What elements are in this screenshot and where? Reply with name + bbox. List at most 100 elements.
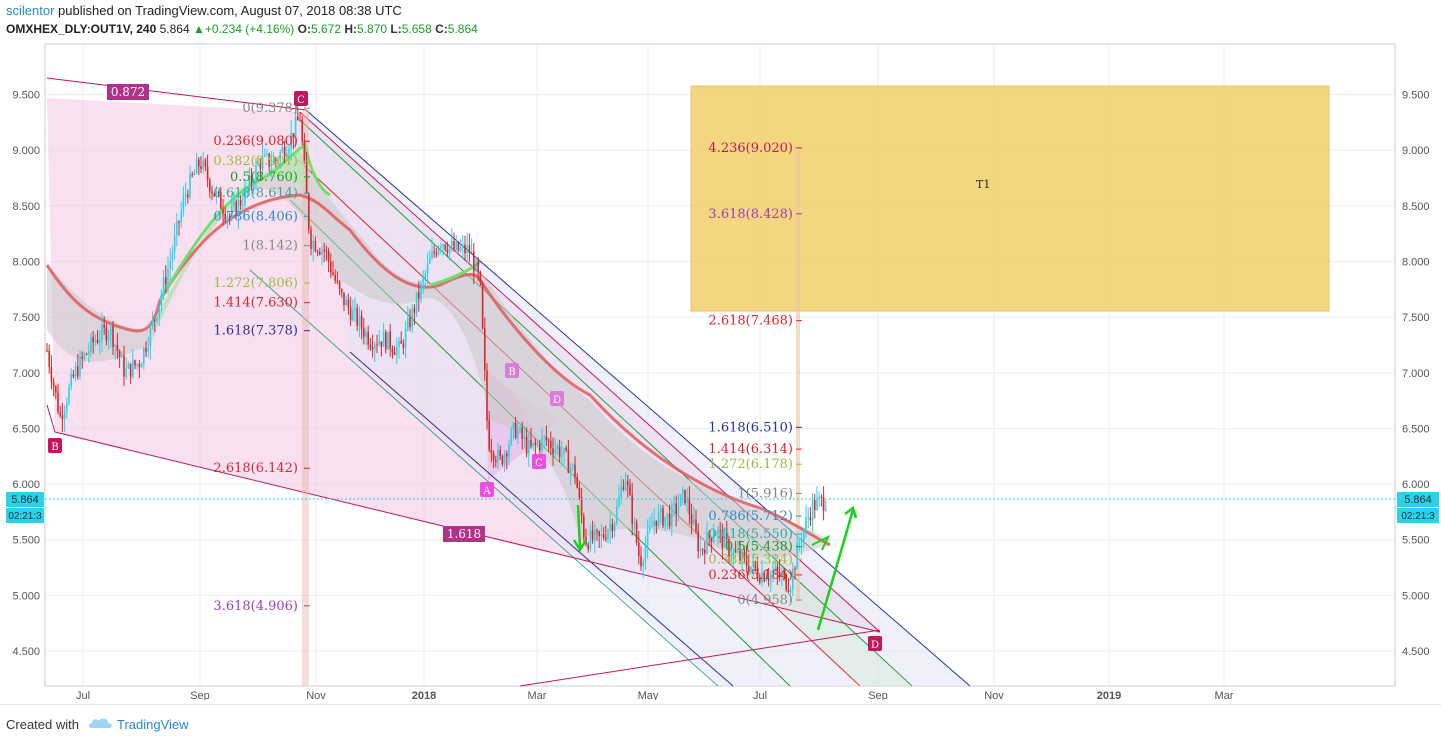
ma-green-line-2 bbox=[429, 260, 481, 287]
candle-body bbox=[48, 350, 50, 367]
x-tick-label: Nov bbox=[306, 690, 326, 700]
candle-body bbox=[55, 386, 57, 393]
vertical-highlight-right bbox=[796, 150, 800, 600]
candle-body bbox=[387, 331, 389, 350]
candle-body bbox=[305, 161, 308, 194]
candle-body bbox=[231, 206, 233, 217]
candle-body bbox=[389, 331, 391, 349]
up-arrow-icon: ▲ bbox=[193, 22, 205, 36]
candle-body bbox=[63, 411, 66, 420]
candle-body bbox=[127, 363, 130, 369]
candle-body bbox=[475, 260, 477, 272]
candle-body bbox=[393, 352, 396, 355]
candle-body bbox=[723, 533, 726, 548]
candle-body bbox=[341, 289, 343, 293]
candle-body bbox=[409, 317, 411, 328]
candle-body bbox=[334, 274, 336, 281]
candle-body bbox=[743, 551, 746, 557]
published-text: published on TradingView.com, August 07,… bbox=[58, 3, 402, 18]
candle-body bbox=[653, 520, 655, 527]
y-axis[interactable]: 4.500 4.500 5.000 5.000 5.500 5.500 6.000 6.000… bbox=[12, 90, 1429, 659]
point-b-box bbox=[48, 438, 62, 453]
candle-body bbox=[314, 240, 317, 252]
candle-body bbox=[184, 194, 187, 197]
candle-body bbox=[327, 251, 330, 262]
chart-header: scilentor published on TradingView.com, … bbox=[0, 0, 1441, 40]
candle-body bbox=[728, 538, 730, 557]
candle-body bbox=[338, 281, 341, 290]
candle-body bbox=[484, 328, 486, 371]
candle-body bbox=[215, 191, 218, 197]
candle-body bbox=[356, 307, 358, 326]
tradingview-link[interactable]: TradingView bbox=[117, 717, 189, 732]
candle-body bbox=[464, 244, 466, 254]
y-tick-label-left: 9.500 bbox=[12, 90, 40, 102]
candle-body bbox=[59, 412, 61, 416]
candle-body bbox=[495, 459, 497, 462]
candle-body bbox=[68, 387, 70, 404]
candle-body bbox=[633, 522, 636, 524]
candle-body bbox=[242, 204, 244, 206]
candle-body bbox=[211, 191, 213, 193]
fib-level-label: 0.5(5.438) bbox=[725, 540, 793, 555]
candle-body bbox=[138, 363, 141, 368]
point-c-small: C bbox=[535, 458, 543, 469]
fib-level-label: 1.618(6.510) bbox=[708, 420, 793, 435]
fib-level-label: 0.618(8.614) bbox=[213, 186, 298, 201]
chart-area[interactable]: T1 0(9.378) 0.236(9.080) 0.382(8.901) 0.5(8… bbox=[0, 40, 1441, 702]
candle-body bbox=[684, 489, 686, 504]
y-tick-label-right: 5.000 bbox=[1402, 590, 1430, 602]
candle-body bbox=[319, 251, 321, 255]
candle-body bbox=[820, 496, 823, 498]
candle-body bbox=[198, 159, 200, 167]
y-tick-label-left: 4.500 bbox=[12, 646, 40, 658]
point-d: D bbox=[871, 640, 879, 651]
up-arrow-shaft bbox=[816, 509, 855, 631]
candle-body bbox=[770, 572, 772, 580]
x-axis[interactable]: Jul Sep Nov 2018 Mar May Jul Sep Nov 2019 Mar bbox=[76, 690, 1234, 702]
candle-body bbox=[561, 453, 563, 457]
point-d-small-box bbox=[550, 391, 564, 406]
candle-body bbox=[682, 489, 684, 495]
fib-level-label: 2.618(7.468) bbox=[708, 314, 793, 329]
candle-body bbox=[554, 449, 556, 454]
fib-level-label: 1.272(6.178) bbox=[708, 457, 793, 472]
cloud-fill bbox=[47, 150, 830, 558]
candle-body bbox=[708, 532, 710, 538]
candle-body bbox=[396, 346, 398, 355]
ohlc-line: OMXHEX_DLY:OUT1V, 240 5.864 ▲+0.234 (+4.… bbox=[6, 22, 478, 36]
candle-body bbox=[418, 292, 420, 299]
author-link[interactable]: scilentor bbox=[6, 3, 55, 18]
x-tick-label: Sep bbox=[190, 690, 210, 700]
candle-body bbox=[378, 341, 380, 345]
candle-body bbox=[697, 531, 699, 552]
y-tick-label-right: 8.500 bbox=[1402, 201, 1430, 213]
candle-body bbox=[468, 245, 471, 253]
candle-body bbox=[257, 163, 259, 166]
candle-body bbox=[202, 160, 204, 169]
candle-body bbox=[499, 450, 501, 457]
candle-body bbox=[442, 244, 444, 247]
pitchfork-upper-line bbox=[305, 109, 971, 687]
candle-body bbox=[321, 249, 323, 255]
candle-body bbox=[72, 374, 75, 377]
candle-body bbox=[589, 530, 592, 550]
candle-body bbox=[627, 481, 629, 485]
candle-body bbox=[167, 268, 169, 285]
candle-body bbox=[528, 440, 530, 454]
pitchfork-upper-inner bbox=[299, 119, 913, 687]
y-tick-label-right: 4.500 bbox=[1402, 646, 1430, 658]
price-chart[interactable]: T1 0(9.378) 0.236(9.080) 0.382(8.901)0.5(8… bbox=[0, 40, 1441, 702]
candle-body bbox=[422, 277, 424, 283]
x-tick-label: Jul bbox=[76, 690, 90, 700]
symbol-label[interactable]: OMXHEX_DLY:OUT1V, 240 bbox=[6, 22, 157, 36]
close-value: 5.864 bbox=[447, 22, 478, 36]
candle-body bbox=[545, 436, 548, 441]
candle-body bbox=[283, 147, 286, 158]
candle-body bbox=[440, 246, 442, 248]
candle-body bbox=[525, 437, 528, 454]
candle-body bbox=[501, 456, 504, 464]
candle-body bbox=[118, 351, 121, 358]
candle-body bbox=[281, 147, 284, 153]
candle-body bbox=[224, 214, 226, 220]
